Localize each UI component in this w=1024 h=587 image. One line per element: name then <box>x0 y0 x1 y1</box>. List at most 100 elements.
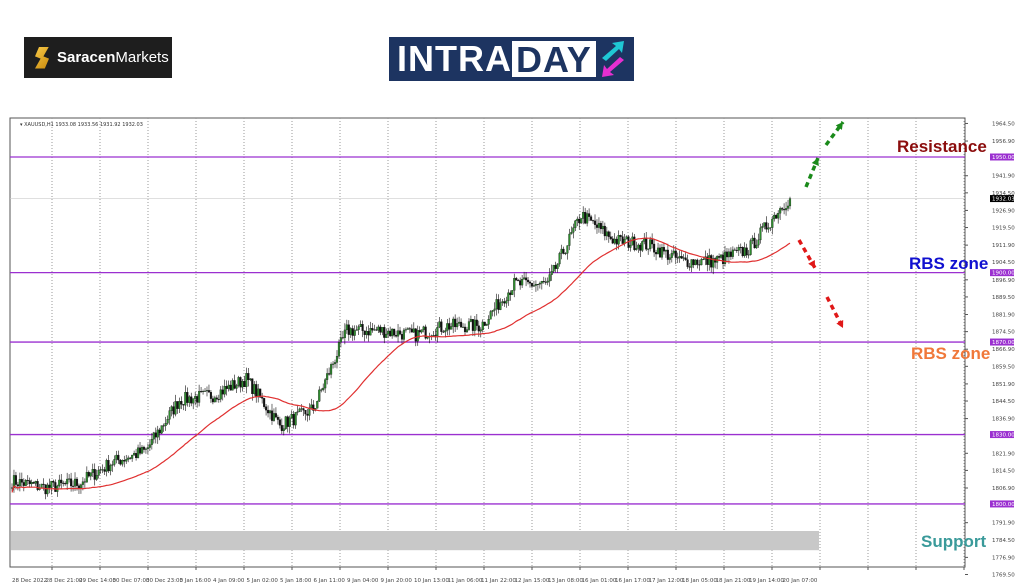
candle-body <box>16 484 19 487</box>
candle-body <box>247 373 250 381</box>
candle-body <box>166 419 169 424</box>
candle-body <box>720 254 723 258</box>
candle-body <box>190 396 193 404</box>
candle-body <box>560 248 563 254</box>
x-tick-label: 29 Dec 14:00 <box>79 578 116 584</box>
candle-body <box>546 280 549 283</box>
level-price-label: 1900.00 <box>992 271 1015 277</box>
candle-body <box>653 243 656 253</box>
candle-body <box>95 475 98 480</box>
x-tick-label: 17 Jan 12:00 <box>649 578 684 584</box>
candle-body <box>113 459 116 465</box>
level-price-box <box>990 431 1014 439</box>
candle-body <box>647 248 650 250</box>
candle-body <box>544 281 547 283</box>
candle-body <box>591 220 595 222</box>
saracen-markets-logo: Saracen Markets <box>24 37 172 78</box>
candle-body <box>174 401 177 415</box>
candle-body <box>637 244 640 249</box>
candle-body <box>651 239 654 245</box>
x-tick-label: 30 Dec 07:00 <box>113 578 150 584</box>
candle-body <box>528 281 532 284</box>
candle-body <box>367 331 370 336</box>
candle-body <box>783 209 786 211</box>
candle-body <box>446 323 449 331</box>
candle-body <box>64 483 67 485</box>
candle-body <box>306 413 309 416</box>
candle-body <box>755 244 758 249</box>
y-tick-label: 1874.50 <box>992 330 1015 336</box>
candle-body <box>603 225 606 237</box>
candle-body <box>383 327 386 338</box>
candle-body <box>532 285 535 287</box>
candle-body <box>328 373 331 375</box>
current-price-box <box>990 195 1014 203</box>
candle-body <box>668 257 671 260</box>
candle-body <box>320 389 323 391</box>
candle-body <box>432 335 435 337</box>
candle-body <box>633 236 636 251</box>
candle-body <box>609 236 612 239</box>
candle-body <box>54 482 57 492</box>
down-arrow-2-head <box>836 320 844 328</box>
level-price-box <box>990 269 1014 277</box>
y-tick-label: 1941.90 <box>992 174 1015 180</box>
candle-body <box>593 220 597 225</box>
candle-body <box>339 337 342 343</box>
candle-body <box>280 425 283 431</box>
x-tick-label: 18 Jan 05:00 <box>682 578 717 584</box>
candle-body <box>48 484 51 488</box>
candle-body <box>302 408 305 411</box>
candle-body <box>735 250 738 251</box>
candle-body <box>473 319 476 331</box>
candle-body <box>148 444 151 448</box>
candle-body <box>231 380 234 391</box>
x-tick-label: 13 Jan 08:00 <box>548 578 583 584</box>
candle-body <box>375 329 378 331</box>
candle-body <box>422 326 425 330</box>
candle-body <box>584 212 587 224</box>
x-tick-label: 11 Jan 22:00 <box>481 578 516 584</box>
candle-body <box>194 396 197 399</box>
candle-body <box>743 247 746 257</box>
candle-body <box>542 280 545 283</box>
candle-body <box>475 319 478 326</box>
candle-body <box>93 469 96 480</box>
candle-body <box>672 250 675 254</box>
candle-body <box>24 480 27 486</box>
candle-body <box>708 255 711 265</box>
candle-body <box>294 412 297 426</box>
candle-body <box>436 326 439 337</box>
candle-body <box>357 326 360 330</box>
candle-body <box>499 302 502 310</box>
candle-body <box>619 235 622 237</box>
candle-body <box>503 301 506 304</box>
candle-body <box>42 483 45 485</box>
candle-body <box>601 225 604 230</box>
candle-body <box>176 401 179 409</box>
y-tick-label: 1881.90 <box>992 313 1015 319</box>
candle-body <box>81 481 84 485</box>
candle-body <box>296 411 299 413</box>
candle-body <box>572 227 575 233</box>
candle-body <box>664 249 667 252</box>
candle-body <box>712 258 715 268</box>
y-tick-label: 1776.90 <box>992 555 1015 561</box>
candle-body <box>692 259 695 266</box>
y-tick-label: 1956.90 <box>992 139 1015 145</box>
candle-body <box>253 384 256 395</box>
logo-intra: INTRA <box>397 38 512 79</box>
candle-body <box>156 429 159 438</box>
candle-body <box>497 299 500 310</box>
level-price-box <box>990 338 1014 346</box>
candle-body <box>150 438 153 445</box>
candle-body <box>133 453 136 456</box>
candle-body <box>203 390 207 392</box>
candle-body <box>140 446 144 454</box>
y-tick-label: 1791.90 <box>992 521 1015 527</box>
y-tick-label: 1934.50 <box>992 191 1015 197</box>
candle-body <box>649 239 652 250</box>
candle-body <box>702 259 705 261</box>
candle-body <box>46 484 49 495</box>
candle-body <box>586 213 589 224</box>
